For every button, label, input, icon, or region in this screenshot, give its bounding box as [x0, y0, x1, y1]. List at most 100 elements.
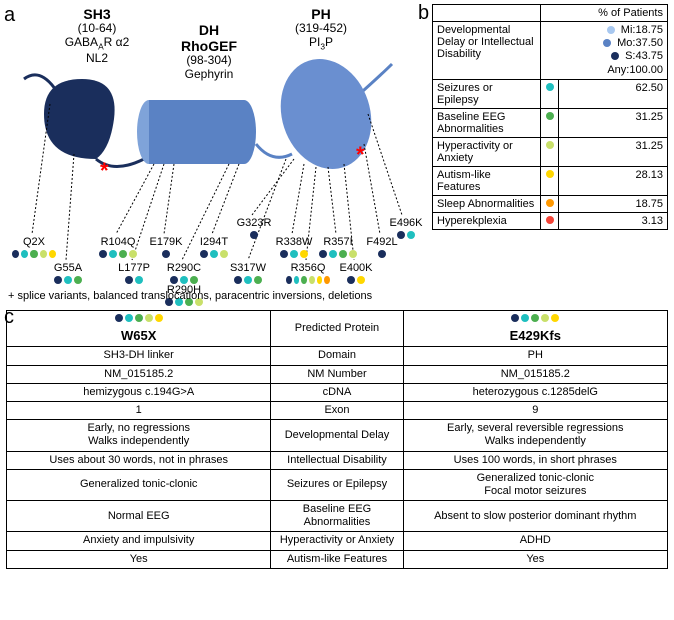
phenotype-name: Seizures or Epilepsy	[433, 79, 541, 108]
mutation-dots	[162, 276, 206, 284]
table-c-cell-l: Generalized tonic-clonic	[7, 469, 271, 500]
domain-diagram-svg: * *	[4, 4, 424, 304]
mutation-label: L177P	[112, 262, 156, 274]
c-left-title: W65X	[121, 328, 156, 343]
phenotype-dot	[180, 276, 188, 284]
phenotype-dot	[290, 250, 298, 258]
table-c-cell-r: Early, several reversible regressionsWal…	[403, 420, 667, 451]
phenotype-dot	[170, 276, 178, 284]
mutation-dots	[286, 276, 330, 284]
table-c-cell-r: 9	[403, 401, 667, 419]
phenotype-name: Hyperactivity or Anxiety	[433, 137, 541, 166]
table-b-header: % of Patients	[541, 5, 668, 22]
table-c-cell-l: Uses about 30 words, not in phrases	[7, 451, 271, 469]
table-b-row: Autism-like Features 28.13	[433, 166, 668, 195]
mutation-dots	[96, 250, 140, 258]
mutation-G55A: G55A	[46, 262, 90, 284]
phenotype-dot	[329, 250, 337, 258]
table-c-cell-m: Baseline EEG Abnormalities	[271, 501, 403, 532]
table-c-cell-l: Anxiety and impulsivity	[7, 532, 271, 550]
phenotype-dot	[521, 314, 529, 322]
phenotype-dot	[210, 250, 218, 258]
phenotype-dot	[546, 141, 554, 149]
mutation-Q2X: Q2X	[12, 236, 56, 258]
table-c-cell-r: PH	[403, 347, 667, 365]
phenotype-dot	[603, 39, 611, 47]
table-c-cell-r: Absent to slow posterior dominant rhythm	[403, 501, 667, 532]
table-c-cell-r: ADHD	[403, 532, 667, 550]
phenotype-dot	[347, 276, 355, 284]
phenotype-dot	[64, 276, 72, 284]
mutation-F492L: F492L	[360, 236, 404, 258]
mutation-L177P: L177P	[112, 262, 156, 284]
table-c-row: Generalized tonic-clonicSeizures or Epil…	[7, 469, 668, 500]
c-left-dots	[13, 313, 264, 326]
table-c-row: Uses about 30 words, not in phrasesIntel…	[7, 451, 668, 469]
phenotype-name: Baseline EEG Abnormalities	[433, 108, 541, 137]
phenotype-dot	[99, 250, 107, 258]
table-c-cell-l: Early, no regressionsWalks independently	[7, 420, 271, 451]
table-b-row: Baseline EEG Abnormalities31.25	[433, 108, 668, 137]
table-c-cell-r: Yes	[403, 550, 667, 568]
svg-text:*: *	[100, 158, 109, 183]
phenotype-dot	[280, 250, 288, 258]
mutation-label: E179K	[144, 236, 188, 248]
phenotype-dot	[21, 250, 28, 258]
mutation-label: R356Q	[286, 262, 330, 274]
svg-text:*: *	[356, 142, 365, 167]
mutation-label: R104Q	[96, 236, 140, 248]
mutation-label: E496K	[384, 217, 428, 229]
phenotype-dot	[317, 276, 323, 284]
table-c-cell-r: Generalized tonic-clonicFocal motor seiz…	[403, 469, 667, 500]
phenotype-value: 31.25	[559, 137, 668, 166]
panel-b-label: b	[418, 2, 429, 25]
phenotype-dot	[155, 314, 163, 322]
phenotype-dot	[54, 276, 62, 284]
mutation-R357I: R357I	[316, 236, 360, 258]
table-b: % of Patients Developmental Delay or Int…	[432, 4, 668, 230]
mutation-label: R338W	[272, 236, 316, 248]
table-c-cell-l: hemizygous c.194G>A	[7, 383, 271, 401]
phenotype-dot	[135, 314, 143, 322]
table-c-cell-l: NM_015185.2	[7, 365, 271, 383]
phenotype-dot	[339, 250, 347, 258]
mutation-dots	[272, 250, 316, 258]
mutation-dots	[334, 276, 378, 284]
phenotype-dot	[546, 83, 554, 91]
panel-c: c W65X Predicted Protein E429Kfs SH3-DH …	[6, 310, 668, 569]
phenotype-dot	[397, 231, 405, 239]
table-b-row: Hyperactivity or Anxiety 31.25	[433, 137, 668, 166]
table-c-row: NM_015185.2NM NumberNM_015185.2	[7, 365, 668, 383]
phenotype-value: 28.13	[559, 166, 668, 195]
phenotype-dot	[125, 314, 133, 322]
table-c-cell-m: NM Number	[271, 365, 403, 383]
phenotype-dot-cell	[541, 195, 559, 212]
phenotype-dot	[220, 250, 228, 258]
mutation-I294T: I294T	[192, 236, 236, 258]
phenotype-dot	[286, 276, 292, 284]
phenotype-dot	[407, 231, 415, 239]
table-c-cell-m: Hyperactivity or Anxiety	[271, 532, 403, 550]
table-c-cell-r: NM_015185.2	[403, 365, 667, 383]
table-c-row: 1Exon9	[7, 401, 668, 419]
phenotype-dot	[511, 314, 519, 322]
phenotype-dot	[324, 276, 330, 284]
table-c-row: SH3-DH linkerDomainPH	[7, 347, 668, 365]
table-c-cell-l: Yes	[7, 550, 271, 568]
phenotype-name: Autism-like Features	[433, 166, 541, 195]
phenotype-dot	[611, 52, 619, 60]
phenotype-dot-cell	[541, 166, 559, 195]
phenotype-dot	[74, 276, 82, 284]
phenotype-dot	[301, 276, 307, 284]
table-c-cell-m: Seizures or Epilepsy	[271, 469, 403, 500]
table-c-row: Early, no regressionsWalks independently…	[7, 420, 668, 451]
table-c-cell-m: Domain	[271, 347, 403, 365]
mutation-label: G323R	[232, 217, 276, 229]
phenotype-dot	[162, 250, 170, 258]
phenotype-dot	[49, 250, 56, 258]
table-c-cell-m: Intellectual Disability	[271, 451, 403, 469]
phenotype-dot	[115, 314, 123, 322]
phenotype-multi-value: Mi: 18.75 Mo: 37.50 S: 43.75 Any: 100.00	[541, 22, 668, 80]
phenotype-dot	[546, 112, 554, 120]
table-c-cell-m: Exon	[271, 401, 403, 419]
